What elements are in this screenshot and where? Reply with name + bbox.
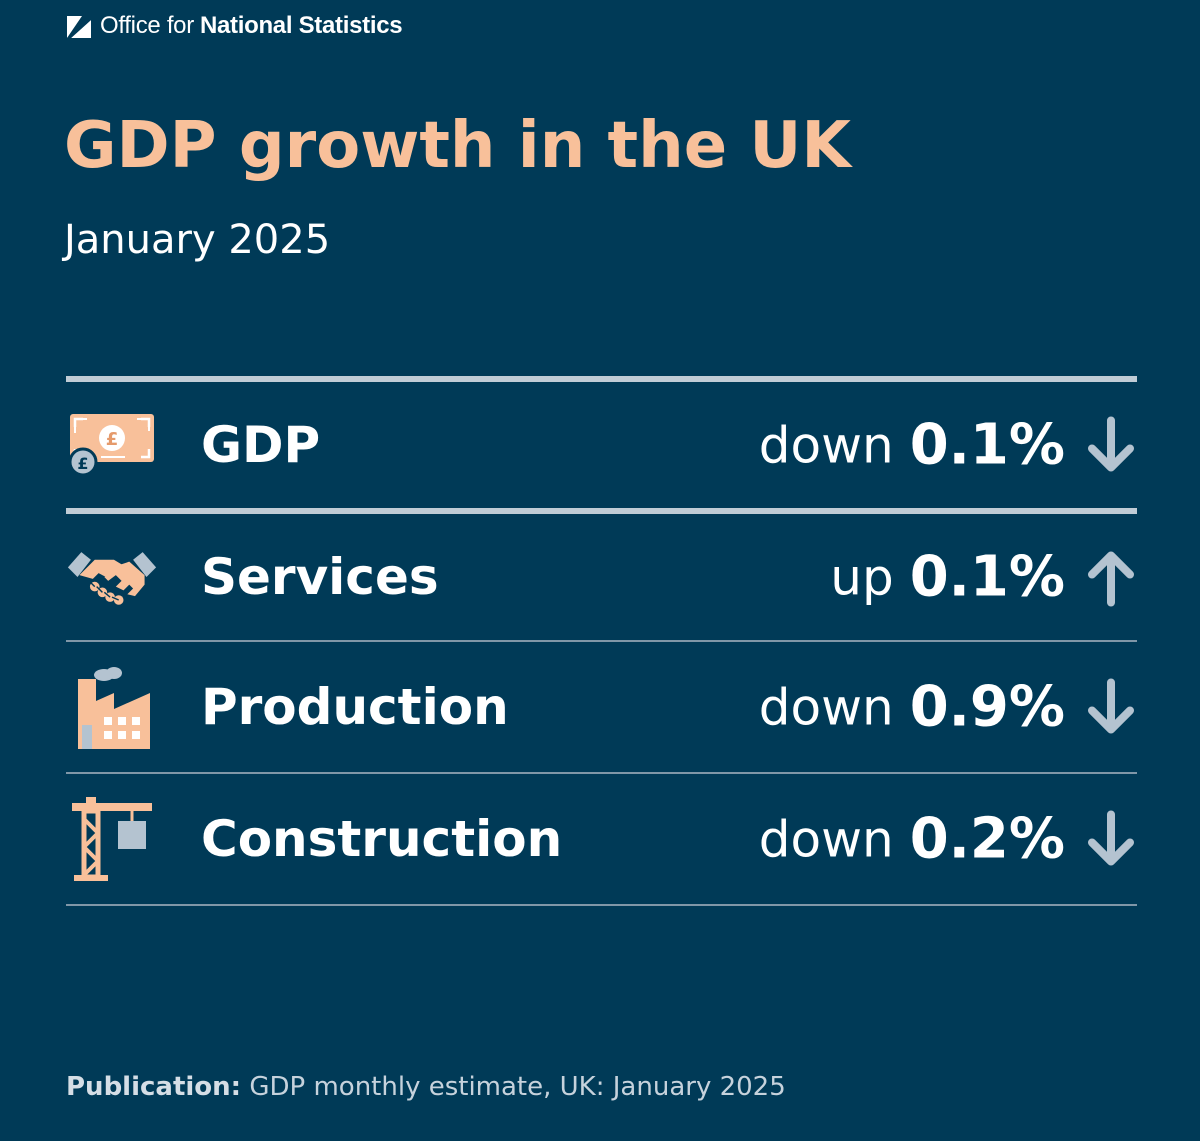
row-value: down 0.1% <box>759 413 1137 478</box>
arrow-down-icon <box>1085 677 1137 737</box>
page-title: GDP growth in the UK <box>64 109 851 183</box>
logo-prefix: Office for <box>100 12 194 39</box>
table-row-construction: Construction down 0.2% <box>66 774 1137 904</box>
publication-label: Publication: <box>66 1072 242 1102</box>
svg-text:£: £ <box>106 429 119 450</box>
table-row-gdp: £ £ GDP down 0.1% <box>66 382 1137 508</box>
row-label: GDP <box>201 416 321 474</box>
ons-logo: Office for National Statistics <box>64 10 403 42</box>
page-subtitle: January 2025 <box>64 217 331 263</box>
row-figure: 0.1% <box>909 412 1065 478</box>
divider <box>66 376 1137 382</box>
money-icon: £ £ <box>66 401 158 489</box>
ons-logo-icon <box>67 16 91 38</box>
row-figure: 0.2% <box>909 806 1065 872</box>
row-value: down 0.2% <box>759 807 1137 872</box>
table-row-production: Production down 0.9% <box>66 642 1137 772</box>
row-value: up 0.1% <box>830 545 1137 610</box>
gdp-table: £ £ GDP down 0.1% <box>66 376 1137 906</box>
arrow-down-icon <box>1085 415 1137 475</box>
row-direction: up <box>830 548 894 606</box>
table-row-services: Services up 0.1% <box>66 514 1137 640</box>
divider <box>66 904 1137 906</box>
row-label: Construction <box>201 810 563 868</box>
row-value: down 0.9% <box>759 675 1137 740</box>
row-figure: 0.1% <box>909 544 1065 610</box>
arrow-up-icon <box>1085 547 1137 607</box>
svg-text:£: £ <box>77 454 88 473</box>
row-direction: down <box>758 416 894 474</box>
publication-note: Publication: GDP monthly estimate, UK: J… <box>66 1072 786 1102</box>
publication-text: GDP monthly estimate, UK: January 2025 <box>249 1072 786 1102</box>
row-direction: down <box>758 678 894 736</box>
divider <box>66 640 1137 642</box>
arrow-down-icon <box>1085 809 1137 869</box>
row-label: Services <box>201 548 439 606</box>
handshake-icon <box>66 533 158 621</box>
row-direction: down <box>758 810 894 868</box>
logo-name: National Statistics <box>199 12 403 39</box>
divider <box>66 772 1137 774</box>
crane-icon <box>66 795 158 883</box>
factory-icon <box>66 663 158 751</box>
divider <box>66 508 1137 514</box>
row-label: Production <box>201 678 509 736</box>
row-figure: 0.9% <box>909 674 1065 740</box>
